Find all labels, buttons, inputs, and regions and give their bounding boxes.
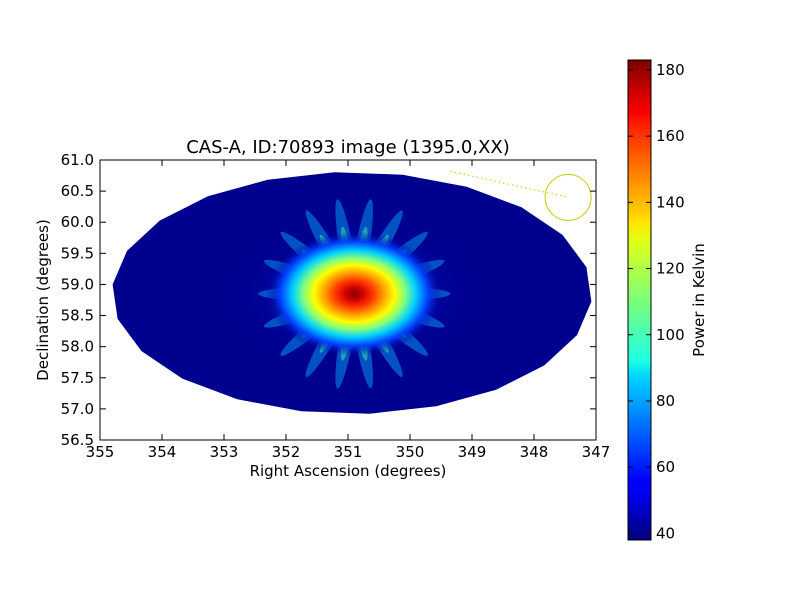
colorbar-tick-label: 80 xyxy=(656,392,675,410)
colorbar-tick-label: 120 xyxy=(656,260,685,278)
x-tick-label: 351 xyxy=(334,443,363,461)
colorbar-tick-label: 40 xyxy=(656,524,675,542)
x-tick-label: 349 xyxy=(458,443,487,461)
x-tick-label: 355 xyxy=(86,443,115,461)
x-tick-label: 353 xyxy=(210,443,239,461)
y-tick-label: 59.0 xyxy=(61,275,94,293)
colorbar-tick-label: 160 xyxy=(656,127,685,145)
x-tick-label: 347 xyxy=(582,443,611,461)
colorbar-ticks: 40 60 80 100 120 140 160 180 xyxy=(628,61,685,542)
y-tick-label: 60.5 xyxy=(61,182,94,200)
y-tick-label: 57.0 xyxy=(61,400,94,418)
x-tick-label: 350 xyxy=(396,443,425,461)
source-core xyxy=(266,231,443,356)
y-axis-label: Declination (degrees) xyxy=(34,219,52,381)
y-tick-label: 57.5 xyxy=(61,369,94,387)
y-tick-label: 59.5 xyxy=(61,244,94,262)
x-tick-label: 348 xyxy=(520,443,549,461)
colorbar-tick-label: 180 xyxy=(656,61,685,79)
y-tick-label: 60.0 xyxy=(61,213,94,231)
colorbar-tick-label: 140 xyxy=(656,193,685,211)
y-tick-label: 58.5 xyxy=(61,307,94,325)
colorbar xyxy=(627,59,652,541)
y-tick-label: 61.0 xyxy=(61,151,94,169)
y-tick-label: 58.0 xyxy=(61,338,94,356)
y-tick-label: 56.5 xyxy=(61,431,94,449)
colorbar-label: Power in Kelvin xyxy=(690,243,708,357)
x-axis-ticks: 355 354 353 352 351 350 349 348 347 xyxy=(86,160,611,461)
colorbar-tick-label: 100 xyxy=(656,326,685,344)
heatmap-image xyxy=(112,172,592,414)
x-tick-label: 352 xyxy=(272,443,301,461)
x-tick-label: 354 xyxy=(148,443,177,461)
chart-title: CAS-A, ID:70893 image (1395.0,XX) xyxy=(186,137,510,158)
annotation-circle xyxy=(544,173,592,221)
colorbar-tick-label: 60 xyxy=(656,458,675,476)
y-axis-ticks: 56.5 57.0 57.5 58.0 58.5 59.0 59.5 60.0 60.5 61.0 xyxy=(61,151,596,449)
x-axis-label: Right Ascension (degrees) xyxy=(250,462,447,480)
